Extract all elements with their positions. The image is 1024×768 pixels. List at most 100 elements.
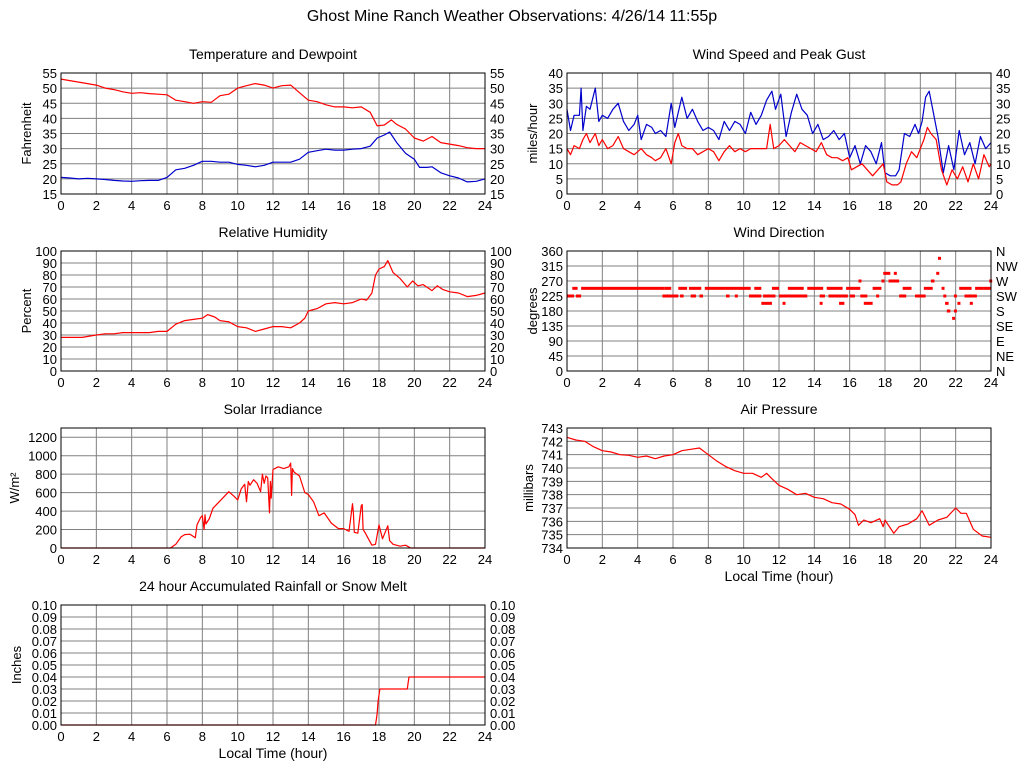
data-point (680, 294, 684, 298)
y-tick-label-right: 0.05 (490, 658, 515, 673)
y-tick-label: 30 (43, 328, 57, 343)
y-tick-label: 736 (541, 514, 563, 529)
chart-title: Air Pressure (740, 401, 817, 417)
x-tick-label: 10 (230, 552, 244, 567)
x-tick-label: 12 (772, 552, 786, 567)
x-tick-label: 8 (705, 198, 712, 213)
x-tick-label: 16 (842, 552, 856, 567)
y-tick-label-right: 0.08 (490, 622, 515, 637)
x-tick-label: 0 (57, 375, 64, 390)
y-axis-label: Inches (9, 645, 24, 684)
chart-title: Wind Direction (733, 224, 824, 240)
y-tick-label: 0 (50, 541, 57, 556)
y-tick-label: 100 (35, 244, 57, 259)
y-tick-label: 25 (43, 157, 57, 172)
y-tick-label-right: 0.04 (490, 670, 515, 685)
y-tick-label: 30 (43, 142, 57, 157)
y-tick-label-right: 45 (490, 96, 504, 111)
data-point (754, 286, 762, 290)
y-tick-label-right: 50 (490, 304, 504, 319)
chart-title: Wind Speed and Peak Gust (693, 46, 866, 62)
x-tick-label: 22 (442, 729, 456, 744)
y-tick-label-right: SE (996, 319, 1014, 334)
y-tick-label: 40 (549, 66, 563, 81)
y-tick-label: 741 (541, 448, 563, 463)
data-point (846, 286, 861, 290)
data-point (787, 286, 804, 290)
chart-title: Solar Irradiance (224, 401, 323, 417)
y-tick-label: 0 (556, 187, 563, 202)
x-tick-label: 6 (669, 552, 676, 567)
x-tick-label: 18 (372, 375, 386, 390)
data-point (575, 294, 582, 298)
y-tick-label: 740 (541, 461, 563, 476)
x-tick-label: 22 (442, 375, 456, 390)
x-tick-label: 24 (984, 198, 998, 213)
y-tick-label-right: 35 (996, 81, 1010, 96)
x-tick-label: 10 (230, 729, 244, 744)
y-tick-label: 90 (549, 334, 563, 349)
x-tick-label: 2 (93, 552, 100, 567)
y-tick-label-right: 55 (490, 66, 504, 81)
y-tick-label: 742 (541, 434, 563, 449)
x-tick-label: 10 (736, 375, 750, 390)
y-tick-label-right: N (996, 364, 1005, 379)
x-tick-label: 20 (913, 198, 927, 213)
y-tick-label: 15 (549, 142, 563, 157)
x-tick-label: 22 (442, 198, 456, 213)
y-axis-label: millibars (521, 464, 536, 512)
x-tick-label: 16 (842, 375, 856, 390)
x-tick-label: 20 (407, 375, 421, 390)
data-point (964, 294, 977, 298)
x-tick-label: 20 (407, 198, 421, 213)
x-tick-label: 24 (478, 552, 492, 567)
data-point (726, 294, 730, 298)
data-point (858, 279, 862, 283)
chart-title: 24 hour Accumulated Rainfall or Snow Mel… (139, 578, 407, 594)
page-title: Ghost Mine Ranch Weather Observations: 4… (306, 8, 718, 25)
data-point (581, 286, 665, 290)
y-tick-label: 735 (541, 528, 563, 543)
data-point (930, 279, 935, 283)
x-tick-label: 0 (57, 198, 64, 213)
y-tick-label-right: 0.07 (490, 634, 515, 649)
y-tick-label-right: 70 (490, 280, 504, 295)
y-tick-label: 225 (541, 289, 563, 304)
x-tick-label: 4 (128, 198, 135, 213)
y-tick-label: 270 (541, 274, 563, 289)
x-tick-label: 14 (301, 552, 315, 567)
data-point (915, 294, 926, 298)
x-tick-label: 2 (599, 375, 606, 390)
data-point (688, 286, 702, 290)
y-tick-label-right: W (996, 274, 1009, 289)
y-tick-label: 135 (541, 319, 563, 334)
y-tick-label-right: 10 (490, 352, 504, 367)
y-tick-label: 737 (541, 501, 563, 516)
x-tick-label: 10 (230, 198, 244, 213)
data-point (863, 301, 873, 305)
y-tick-label-right: 30 (490, 142, 504, 157)
x-tick-label: 18 (878, 552, 892, 567)
series-line-relative-humidity (61, 260, 486, 338)
x-tick-label: 10 (736, 552, 750, 567)
data-point (899, 294, 907, 298)
x-tick-label: 20 (913, 552, 927, 567)
y-axis-label: Fahrenheit (19, 102, 34, 165)
data-point (678, 286, 688, 290)
data-point (893, 271, 897, 275)
x-tick-label: 12 (266, 375, 280, 390)
x-tick-label: 12 (772, 198, 786, 213)
x-tick-label: 24 (984, 375, 998, 390)
x-tick-label: 18 (878, 375, 892, 390)
data-point (782, 301, 786, 305)
data-point (819, 301, 823, 305)
x-tick-label: 24 (478, 729, 492, 744)
x-axis-label: Local Time (hour) (725, 568, 834, 584)
data-point (953, 294, 957, 298)
plot-frame (566, 72, 992, 195)
y-tick-label: 35 (43, 127, 57, 142)
y-tick-label-right: NE (996, 349, 1014, 364)
x-axis-label: Local Time (hour) (219, 745, 328, 761)
